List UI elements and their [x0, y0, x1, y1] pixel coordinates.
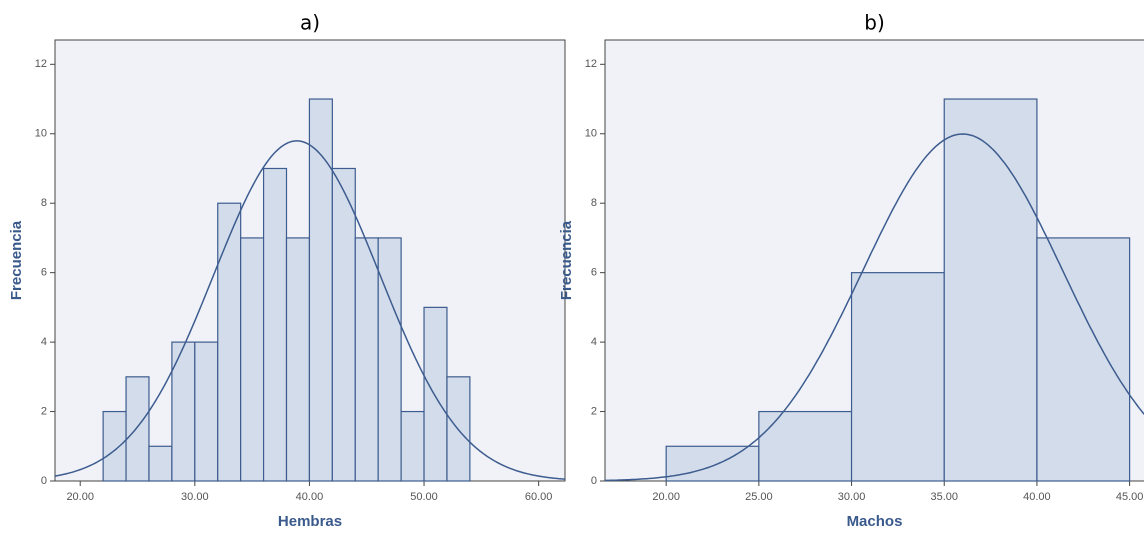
chart-title: b) — [864, 11, 885, 35]
bar — [240, 237, 265, 482]
bar — [262, 167, 288, 482]
bar — [850, 272, 945, 482]
bar — [665, 445, 760, 482]
x-tick-label: 40.00 — [296, 491, 324, 503]
x-tick-label: 20.00 — [66, 491, 94, 503]
bar — [1036, 237, 1131, 482]
y-tick-label: 4 — [41, 336, 47, 348]
bar — [400, 410, 425, 482]
bar — [102, 410, 127, 482]
y-tick-label: 10 — [35, 128, 47, 140]
y-tick-label: 12 — [585, 58, 597, 70]
bar — [308, 98, 333, 482]
bar — [943, 98, 1038, 482]
bar — [423, 306, 448, 482]
normal-curve — [54, 140, 566, 480]
normal-curve — [605, 133, 1144, 482]
chart-title: a) — [300, 11, 320, 35]
bar — [194, 341, 219, 482]
y-tick-label: 4 — [591, 336, 597, 348]
y-tick-label: 6 — [591, 267, 597, 279]
y-tick-label: 0 — [591, 475, 597, 487]
bar — [331, 167, 356, 482]
y-tick-label: 12 — [35, 58, 47, 70]
x-tick-label: 40.00 — [1023, 491, 1051, 503]
bar — [354, 237, 379, 482]
x-tick-label: 60.00 — [525, 491, 553, 503]
y-axis-label: Frecuencia — [558, 220, 575, 300]
x-axis-label: Hembras — [278, 513, 342, 530]
y-tick-label: 0 — [41, 475, 47, 487]
y-tick-label: 8 — [591, 197, 597, 209]
x-tick-label: 35.00 — [930, 491, 958, 503]
bar — [377, 237, 402, 482]
bar — [758, 410, 853, 482]
x-tick-label: 25.00 — [745, 491, 773, 503]
y-tick-label: 10 — [585, 128, 597, 140]
x-tick-label: 45.00 — [1116, 491, 1144, 503]
y-tick-label: 8 — [41, 197, 47, 209]
bar — [125, 376, 150, 482]
y-tick-label: 2 — [591, 405, 597, 417]
x-tick-label: 30.00 — [181, 491, 209, 503]
x-tick-label: 30.00 — [838, 491, 866, 503]
y-tick-label: 6 — [41, 267, 47, 279]
y-tick-label: 2 — [41, 405, 47, 417]
y-axis-label: Frecuencia — [8, 220, 25, 300]
x-axis-label: Machos — [847, 513, 903, 530]
bar — [148, 445, 173, 482]
x-tick-label: 20.00 — [652, 491, 680, 503]
bar — [217, 202, 242, 482]
bar — [285, 237, 311, 482]
x-tick-label: 50.00 — [410, 491, 438, 503]
